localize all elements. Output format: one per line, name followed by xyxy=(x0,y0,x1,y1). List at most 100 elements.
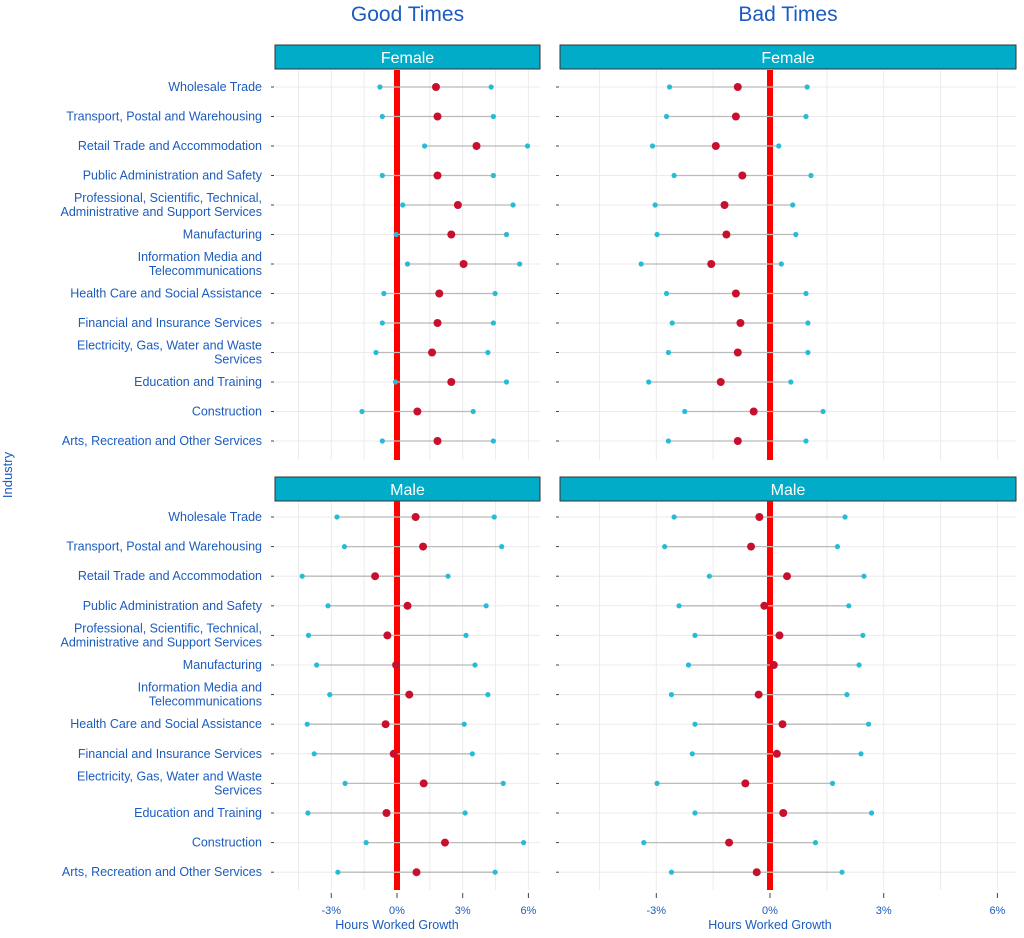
mid-point xyxy=(447,378,456,386)
high-point xyxy=(846,603,852,609)
low-point xyxy=(381,290,387,297)
high-point xyxy=(829,780,836,787)
mid-point xyxy=(720,201,729,209)
mid-point xyxy=(722,230,731,239)
low-point xyxy=(305,632,312,639)
mid-point xyxy=(707,260,716,268)
mid-point xyxy=(772,749,781,758)
low-point xyxy=(373,349,379,356)
high-point xyxy=(804,84,810,90)
low-point xyxy=(671,172,677,179)
high-point xyxy=(500,780,506,787)
low-point xyxy=(662,544,668,550)
high-point xyxy=(805,349,811,356)
mid-point xyxy=(731,112,740,121)
low-point xyxy=(663,113,670,120)
x-tick-label: 0% xyxy=(389,905,405,917)
low-point xyxy=(342,780,348,787)
mid-point xyxy=(747,542,756,551)
y-tick-label: Information Media and Telecommunications xyxy=(138,250,262,278)
mid-point xyxy=(769,661,778,669)
x-tick-label: 3% xyxy=(876,905,892,917)
mid-point xyxy=(431,83,440,91)
y-tick-label: Electricity, Gas, Water and Waste Service… xyxy=(77,769,262,797)
x-axis-label: Hours Worked Growth xyxy=(335,918,458,932)
low-point xyxy=(646,379,652,385)
low-point xyxy=(359,408,365,415)
mid-point xyxy=(428,348,437,357)
high-point xyxy=(803,438,809,444)
strip-label: Female xyxy=(761,50,814,67)
high-point xyxy=(803,290,809,297)
strip-label: Male xyxy=(771,482,806,499)
low-point xyxy=(305,810,311,816)
y-axis-label: Industry xyxy=(0,451,15,498)
high-point xyxy=(812,840,819,846)
low-point xyxy=(379,172,385,179)
high-point xyxy=(470,408,476,415)
low-point xyxy=(652,202,658,208)
low-point xyxy=(311,751,317,757)
panel-bad-male: Male xyxy=(556,476,1017,890)
mid-point xyxy=(725,838,734,847)
low-point xyxy=(334,514,340,520)
mid-point xyxy=(433,437,442,445)
high-point xyxy=(793,231,799,238)
low-point xyxy=(665,349,672,356)
mid-point xyxy=(453,201,462,209)
mid-point xyxy=(382,809,391,817)
column-title: Good Times xyxy=(351,3,464,26)
high-point xyxy=(860,632,866,639)
low-point xyxy=(341,544,348,550)
mid-point xyxy=(392,661,401,669)
mid-point xyxy=(755,513,764,521)
mid-point xyxy=(731,289,740,298)
column-title: Bad Times xyxy=(738,3,837,26)
y-tick-label: Transport, Postal and Warehousing xyxy=(66,540,262,554)
y-tick-label: Financial and Insurance Services xyxy=(78,316,262,330)
high-point xyxy=(844,692,850,698)
low-point xyxy=(379,113,385,120)
low-point xyxy=(363,840,369,846)
y-tick-label: Wholesale Trade xyxy=(168,80,262,94)
y-tick-label: Electricity, Gas, Water and Waste Service… xyxy=(77,339,262,367)
low-point xyxy=(692,721,698,727)
y-tick-label: Retail Trade and Accommodation xyxy=(78,569,262,583)
y-tick-label: Wholesale Trade xyxy=(168,510,262,524)
high-point xyxy=(483,603,489,609)
low-point xyxy=(392,379,399,385)
mid-point xyxy=(733,348,742,357)
mid-point xyxy=(389,749,398,758)
y-tick-label: Retail Trade and Accommodation xyxy=(78,139,262,153)
mid-point xyxy=(403,601,412,610)
low-point xyxy=(327,692,333,698)
mid-point xyxy=(733,437,742,445)
y-tick-label: Information Media and Telecommunications xyxy=(138,681,262,709)
high-point xyxy=(461,721,467,727)
low-point xyxy=(641,840,647,846)
y-tick-label: Education and Training xyxy=(134,806,262,820)
low-point xyxy=(663,290,670,297)
high-point xyxy=(499,544,505,550)
y-tick-label: Public Administration and Safety xyxy=(83,169,263,183)
y-tick-label: Construction xyxy=(192,836,262,850)
y-tick-label: Financial and Insurance Services xyxy=(78,747,262,761)
high-point xyxy=(510,202,516,208)
panel-good-female: Female Wholesale Trade Transport, Postal a… xyxy=(61,44,541,460)
high-point xyxy=(490,320,496,326)
mid-point xyxy=(433,112,442,121)
high-point xyxy=(490,438,496,444)
x-tick-label: 6% xyxy=(520,905,536,917)
low-point xyxy=(393,231,399,238)
low-point xyxy=(654,231,660,238)
high-point xyxy=(820,408,826,415)
strip-label: Male xyxy=(390,482,425,499)
mid-point xyxy=(716,378,725,386)
low-point xyxy=(665,438,672,444)
mid-point xyxy=(381,720,390,729)
low-point xyxy=(377,84,383,90)
high-point xyxy=(488,84,494,90)
high-point xyxy=(469,751,475,757)
low-point xyxy=(304,721,310,727)
high-point xyxy=(868,810,875,816)
